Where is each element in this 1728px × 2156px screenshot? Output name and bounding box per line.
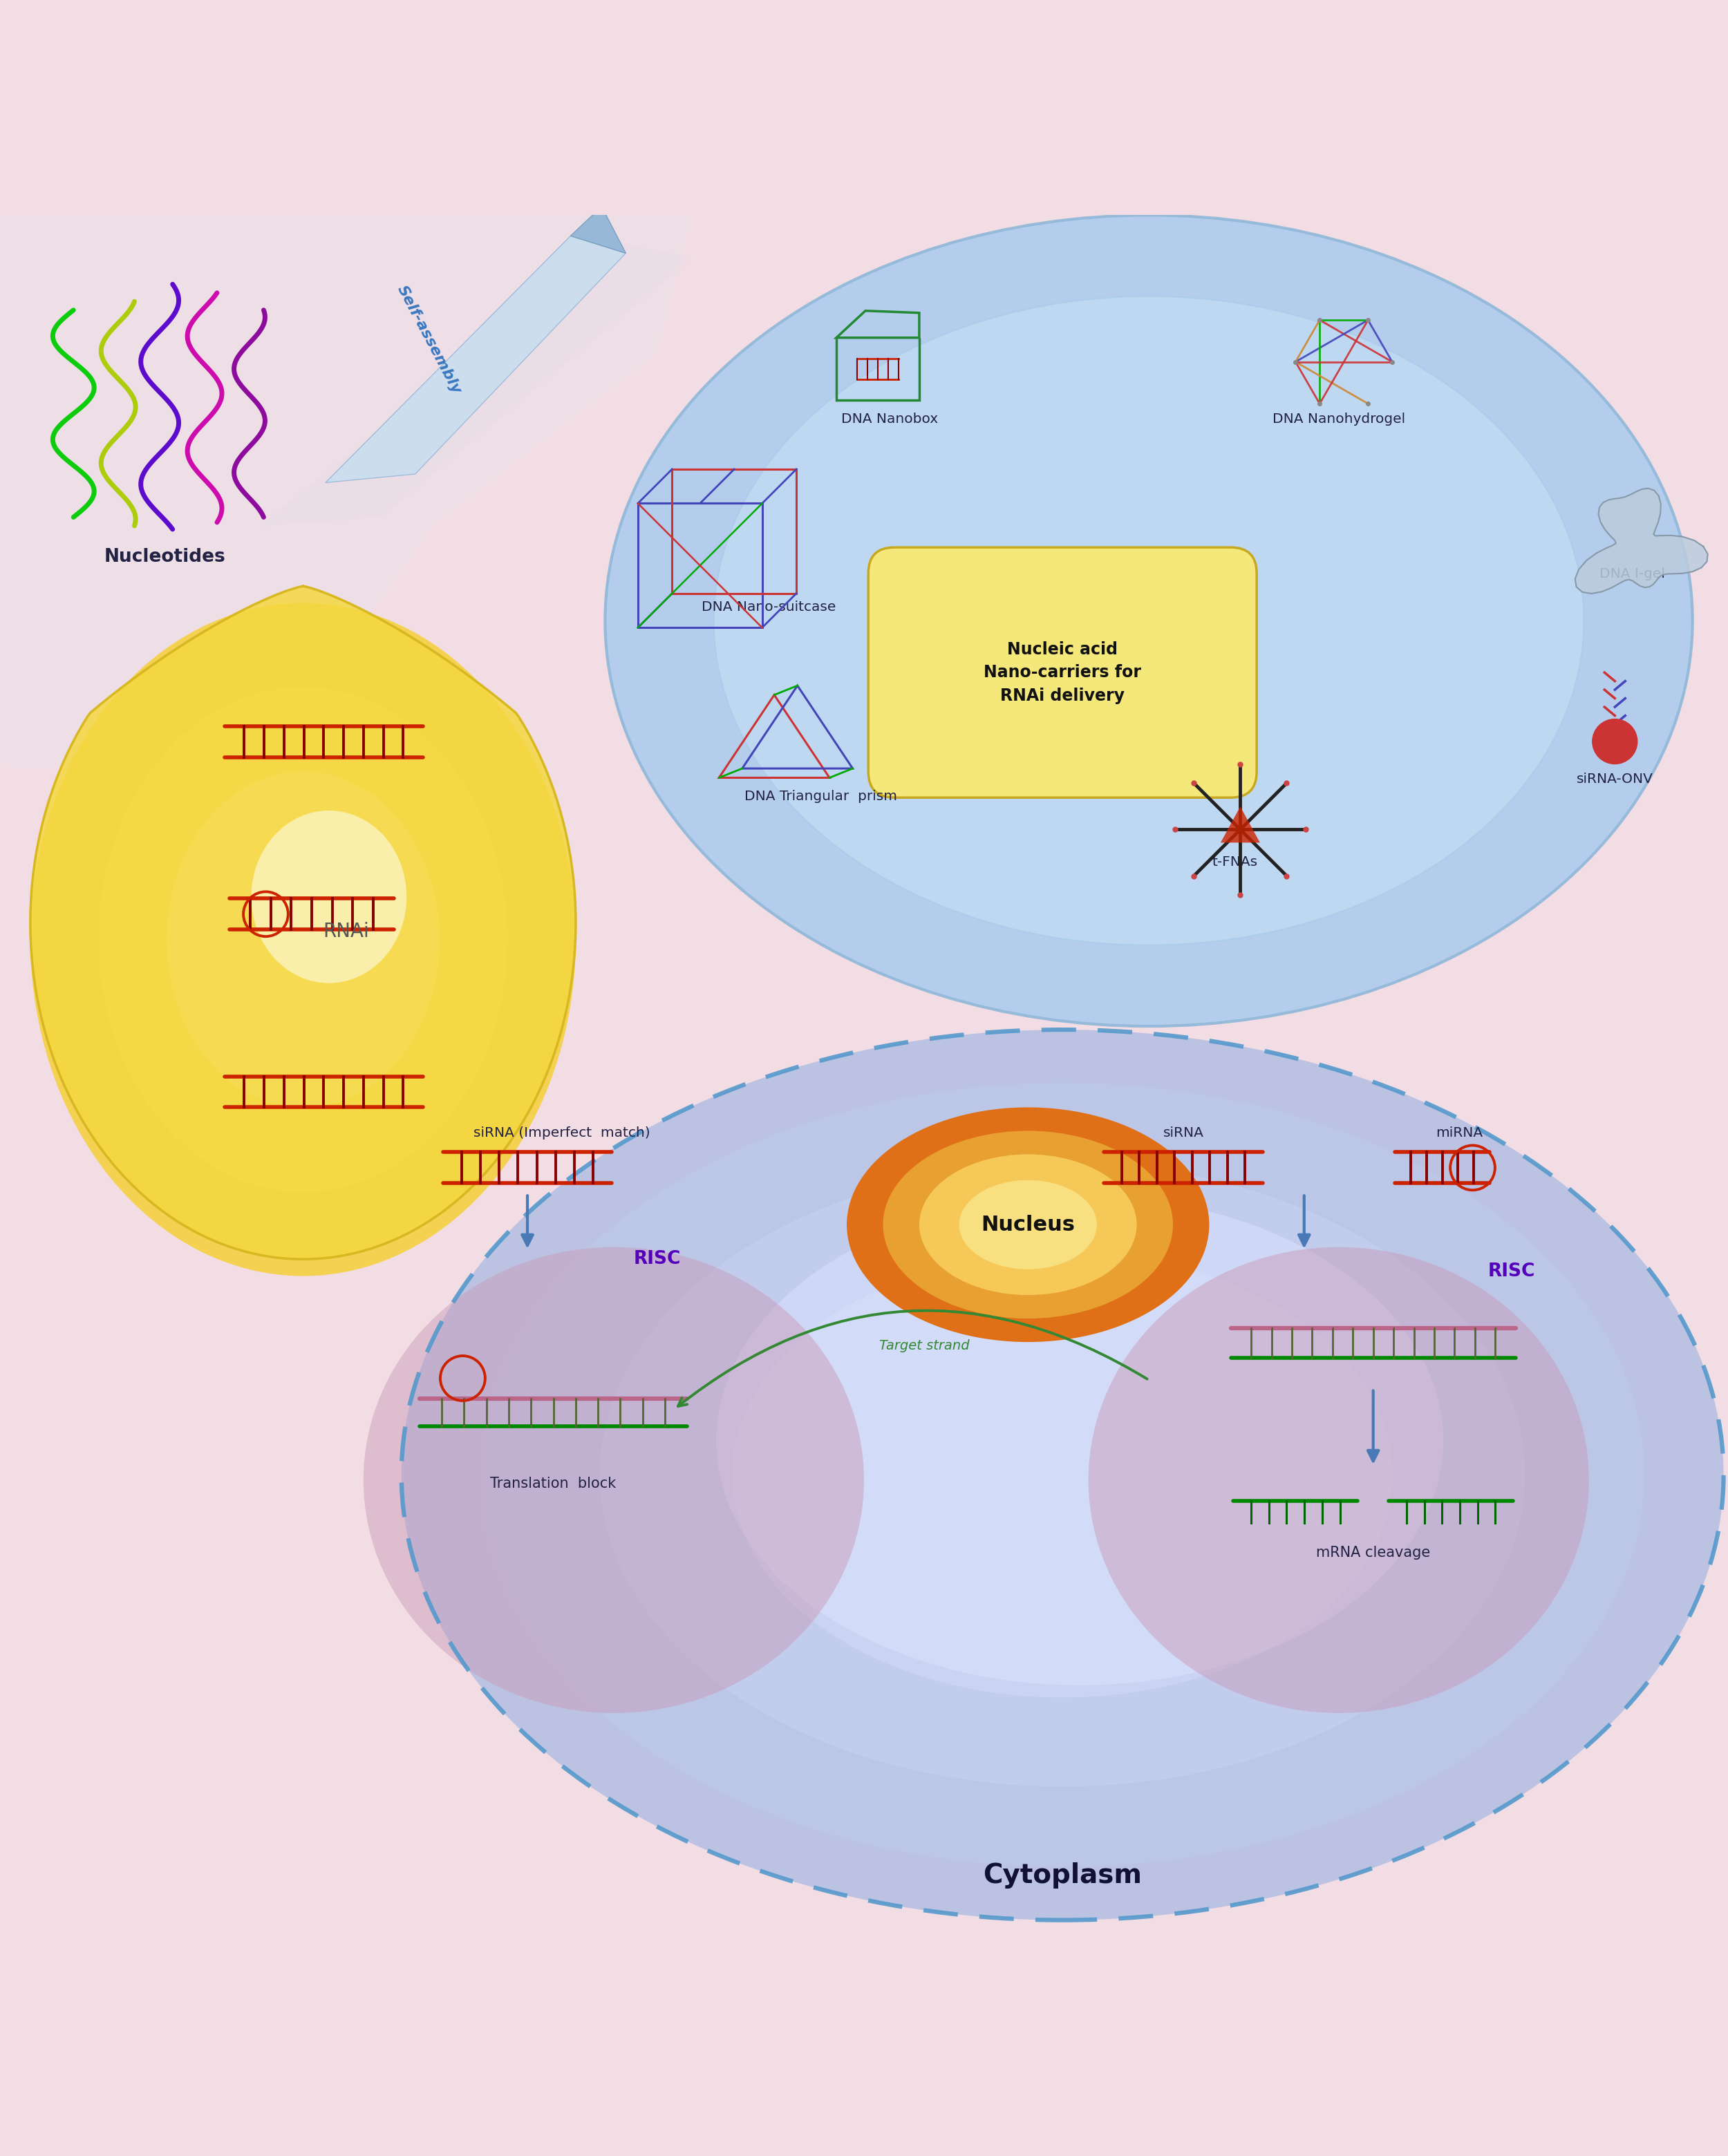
Ellipse shape <box>883 1130 1173 1319</box>
Polygon shape <box>31 586 575 1259</box>
Ellipse shape <box>363 1246 864 1714</box>
Polygon shape <box>1574 489 1707 593</box>
Text: RISC: RISC <box>1488 1261 1534 1281</box>
Text: DNA Nanobox: DNA Nanobox <box>842 412 938 425</box>
Text: DNA Nanohydrogel: DNA Nanohydrogel <box>1272 412 1405 425</box>
Text: Nucleic acid
Nano-carriers for
RNAi delivery: Nucleic acid Nano-carriers for RNAi deli… <box>983 640 1140 703</box>
Text: RNAi: RNAi <box>323 921 370 940</box>
Polygon shape <box>325 235 626 483</box>
Text: Self-assembly: Self-assembly <box>394 282 463 397</box>
Text: Nucleotides: Nucleotides <box>104 548 226 565</box>
Ellipse shape <box>959 1179 1097 1270</box>
Text: siRNA (Imperfect  match): siRNA (Imperfect match) <box>473 1128 650 1141</box>
Text: Target strand: Target strand <box>880 1339 969 1352</box>
Text: mRNA cleavage: mRNA cleavage <box>1317 1546 1431 1559</box>
Ellipse shape <box>919 1153 1137 1296</box>
Ellipse shape <box>1089 1246 1590 1714</box>
Ellipse shape <box>98 688 508 1192</box>
Polygon shape <box>259 241 691 526</box>
Polygon shape <box>1220 806 1260 843</box>
Ellipse shape <box>715 1197 1443 1686</box>
Text: siRNA-ONV: siRNA-ONV <box>1576 772 1654 787</box>
Text: miRNA: miRNA <box>1436 1128 1483 1141</box>
Ellipse shape <box>251 811 406 983</box>
Ellipse shape <box>600 1164 1526 1787</box>
Ellipse shape <box>733 1253 1393 1697</box>
Polygon shape <box>2 216 691 768</box>
Text: DNA I-gel: DNA I-gel <box>1600 567 1664 580</box>
Ellipse shape <box>714 295 1585 944</box>
Polygon shape <box>570 207 626 252</box>
Text: siRNA: siRNA <box>1163 1128 1204 1141</box>
Text: DNA Triangular  prism: DNA Triangular prism <box>745 789 897 804</box>
Circle shape <box>1593 720 1638 763</box>
Text: t-FNAs: t-FNAs <box>1213 856 1258 869</box>
Text: Translation  block: Translation block <box>491 1477 617 1490</box>
Text: Nucleus: Nucleus <box>982 1214 1075 1235</box>
Ellipse shape <box>401 1031 1723 1921</box>
Ellipse shape <box>166 772 439 1108</box>
FancyBboxPatch shape <box>867 548 1256 798</box>
Ellipse shape <box>847 1108 1210 1341</box>
Text: RISC: RISC <box>632 1250 681 1268</box>
Ellipse shape <box>31 604 575 1276</box>
Text: DNA Nano-suitcase: DNA Nano-suitcase <box>702 599 836 614</box>
Ellipse shape <box>605 216 1692 1026</box>
Text: Cytoplasm: Cytoplasm <box>983 1863 1142 1889</box>
Ellipse shape <box>480 1082 1645 1867</box>
